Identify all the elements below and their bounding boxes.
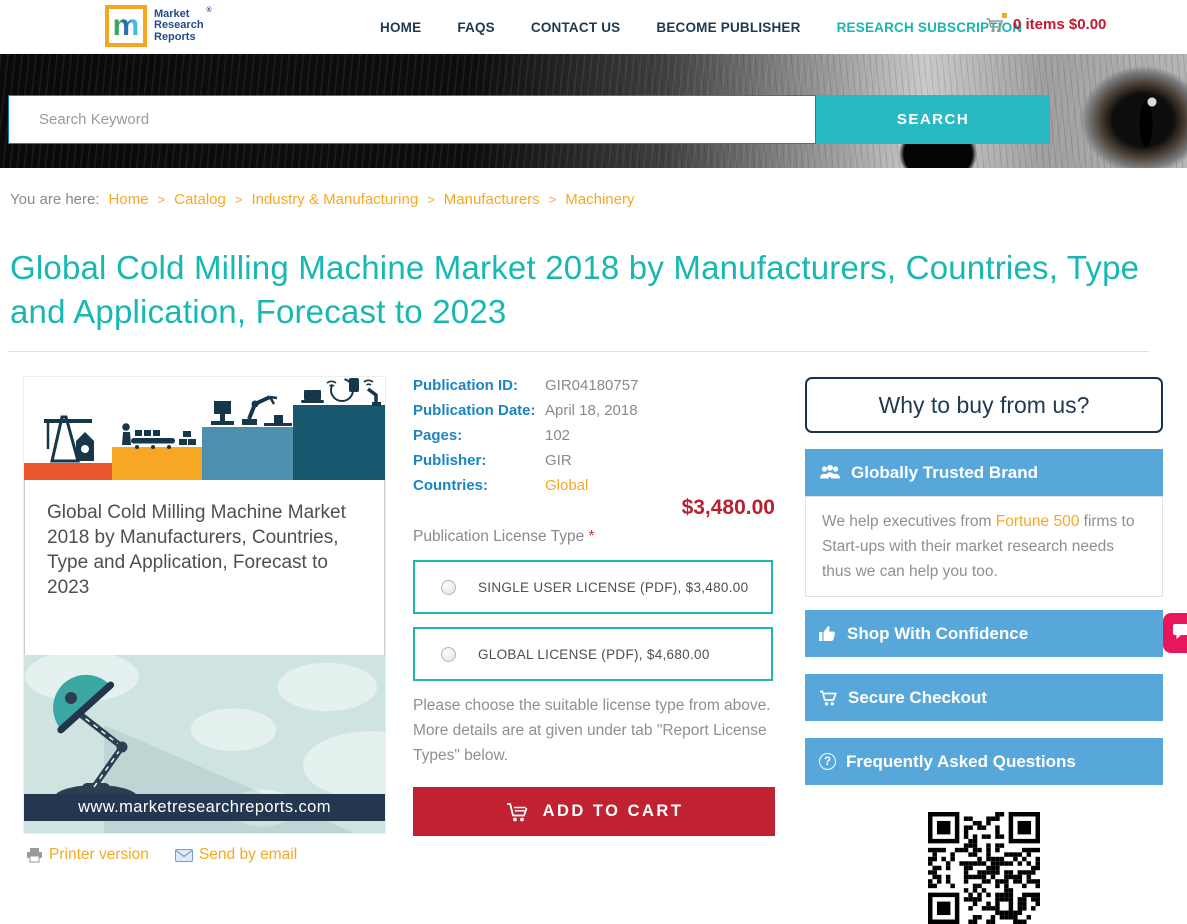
add-cart-icon: [506, 802, 528, 821]
nav-home[interactable]: HOME: [380, 19, 422, 35]
detail-row-countries: Countries: Global: [413, 477, 589, 494]
license-note: Please choose the suitable license type …: [413, 697, 771, 764]
page-title: Global Cold Milling Machine Market 2018 …: [10, 249, 1140, 330]
breadcrumb-home[interactable]: Home: [108, 191, 149, 208]
license-option-global[interactable]: GLOBAL LICENSE (PDF), $4,680.00: [413, 627, 773, 681]
secure-checkout-bar[interactable]: Secure Checkout: [805, 674, 1163, 721]
radio-global[interactable]: [441, 646, 456, 662]
nav-faqs[interactable]: FAQS: [457, 19, 495, 35]
why-buy-box: Why to buy from us?: [805, 377, 1163, 433]
printer-icon: [27, 847, 42, 862]
faq-bar[interactable]: ? Frequently Asked Questions: [805, 738, 1163, 785]
cover-industry-illustration: [24, 377, 385, 480]
add-to-cart-button[interactable]: ADD TO CART: [413, 787, 775, 836]
nav-research-subscription[interactable]: RESEARCH SUBSCRIPTION: [836, 19, 1023, 35]
printer-version-link[interactable]: Printer version: [26, 846, 149, 864]
breadcrumb-separator: >: [548, 192, 557, 207]
site-header: m Market Research Reports ® HOME FAQS CO…: [0, 0, 1187, 54]
license-option-single-user[interactable]: SINGLE USER LICENSE (PDF), $3,480.00: [413, 560, 773, 614]
main-nav: HOME FAQS CONTACT US BECOME PUBLISHER RE…: [380, 0, 1022, 54]
cart-link[interactable]: 0 items $0.00: [985, 13, 1107, 33]
breadcrumb-catalog[interactable]: Catalog: [174, 191, 226, 208]
breadcrumb-prefix: You are here:: [10, 191, 100, 208]
breadcrumb: You are here: Home > Catalog > Industry …: [10, 191, 634, 208]
breadcrumb-manufacturers[interactable]: Manufacturers: [443, 191, 540, 208]
chat-widget[interactable]: [1163, 613, 1187, 653]
send-by-email-link[interactable]: Send by email: [174, 846, 297, 864]
cover-title: Global Cold Milling Machine Market 2018 …: [47, 502, 346, 599]
detail-row-publisher: Publisher: GIR: [413, 452, 572, 469]
shop-with-confidence-bar[interactable]: Shop With Confidence: [805, 610, 1163, 657]
thumbs-up-icon: [819, 626, 835, 641]
chat-bubble-icon: [1173, 624, 1187, 639]
radio-single-user[interactable]: [441, 579, 456, 595]
trusted-brand-text: We help executives from Fortune 500 firm…: [805, 496, 1163, 597]
breadcrumb-machinery[interactable]: Machinery: [565, 191, 635, 208]
price: $3,480.00: [681, 496, 775, 519]
logo-m-icon: m: [105, 5, 147, 47]
detail-row-publication-date: Publication Date: April 18, 2018: [413, 402, 638, 419]
cover-website-url: www.marketresearchreports.com: [78, 798, 331, 816]
email-icon: [174, 848, 193, 862]
qr-code: [928, 812, 1040, 924]
nav-contact-us[interactable]: CONTACT US: [530, 19, 621, 35]
publication-details: Publication ID: GIR04180757 Publication …: [413, 377, 775, 502]
breadcrumb-separator: >: [234, 192, 243, 207]
report-cover-image: Global Cold Milling Machine Market 2018 …: [24, 377, 385, 833]
cart-summary: 0 items $0.00: [1013, 15, 1107, 33]
detail-row-publication-id: Publication ID: GIR04180757: [413, 377, 639, 394]
search-input[interactable]: [8, 95, 816, 144]
search-button[interactable]: SEARCH: [816, 95, 1050, 144]
question-icon: ?: [819, 753, 836, 770]
registered-mark: ®: [206, 6, 212, 14]
title-divider: [8, 351, 1149, 352]
people-icon: [820, 465, 840, 479]
cover-map-panel: www.marketresearchreports.com: [24, 655, 385, 833]
cart-icon: [985, 13, 1007, 33]
logo-wordmark: Market Research Reports ®: [154, 6, 212, 43]
detail-row-pages: Pages: 102: [413, 427, 571, 444]
required-asterisk: *: [588, 528, 595, 545]
countries-global-link[interactable]: Global: [545, 477, 589, 494]
site-logo[interactable]: m Market Research Reports ®: [105, 5, 212, 47]
cart-badge-dot: [1002, 13, 1007, 18]
industry-steps-graphic: [24, 378, 385, 480]
breadcrumb-separator: >: [157, 192, 166, 207]
license-type-label: Publication License Type *: [413, 528, 595, 545]
checkout-cart-icon: [820, 690, 837, 705]
fortune-500-link[interactable]: Fortune 500: [995, 513, 1080, 530]
cover-title-panel: Global Cold Milling Machine Market 2018 …: [24, 480, 385, 655]
why-buy-title: Why to buy from us?: [878, 391, 1090, 418]
globally-trusted-bar[interactable]: Globally Trusted Brand: [805, 449, 1163, 496]
breadcrumb-separator: >: [427, 192, 435, 207]
nav-become-publisher[interactable]: BECOME PUBLISHER: [656, 19, 801, 35]
hero-banner: SEARCH: [0, 54, 1187, 168]
report-action-links: Printer version Send by email: [26, 846, 297, 864]
breadcrumb-industry-manufacturing[interactable]: Industry & Manufacturing: [251, 191, 419, 208]
cover-website-bar: www.marketresearchreports.com: [24, 794, 385, 821]
